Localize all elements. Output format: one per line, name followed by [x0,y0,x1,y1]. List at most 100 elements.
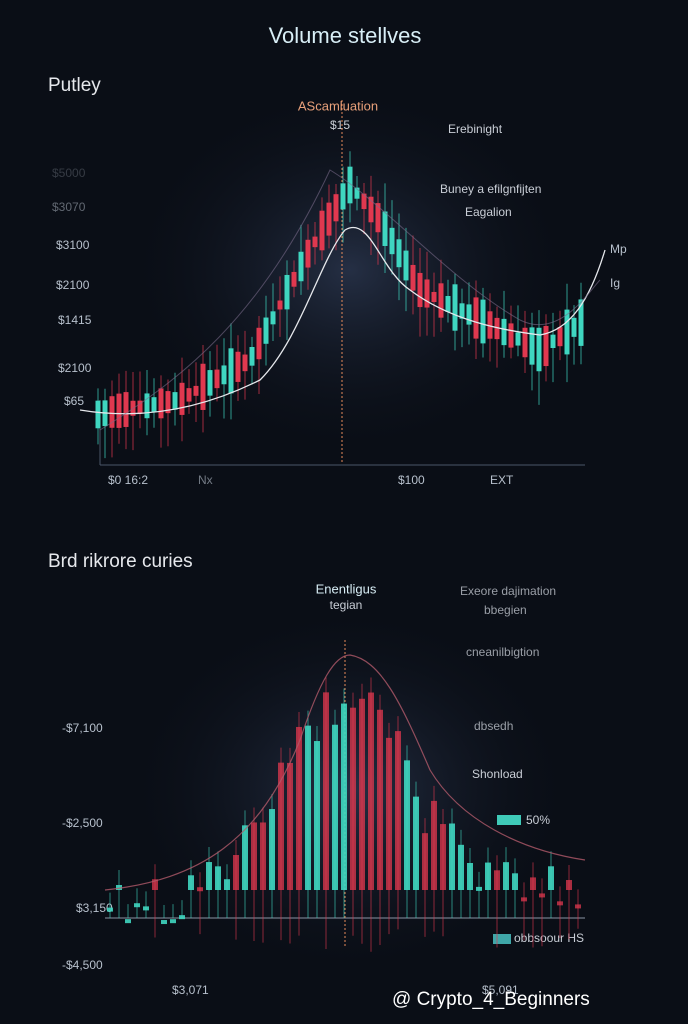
bar [197,887,203,892]
x-label: $3,071 [172,983,209,997]
bar [125,919,131,924]
bar [575,904,581,909]
candle-body [410,264,416,291]
y-label: -$7,100 [62,721,103,735]
candle-body [193,385,199,396]
bar [233,855,239,890]
side-label: Ig [610,276,620,290]
candle-body [158,388,164,419]
candle-body [179,382,185,415]
candle-body [221,365,227,385]
bar [179,915,185,920]
candle-body [319,210,325,251]
annotation: AScamluation [298,98,378,113]
y-label: $3,150 [76,901,113,915]
bar [152,879,158,890]
candle-body [508,323,514,348]
bar [422,833,428,890]
bar [350,707,356,890]
candle-body [109,396,115,428]
candle-body [298,251,304,282]
candle-body [277,300,283,310]
bar [449,823,455,890]
candle-body [501,318,507,346]
y-label: $1415 [58,313,92,327]
bar [521,897,527,902]
bar [467,863,473,890]
candle-body [354,187,360,199]
bar [323,692,329,890]
y-label: -$4,500 [62,958,103,972]
bar [170,919,176,924]
candle-body [284,274,290,310]
annotation: dbsedh [474,719,513,733]
trend-line [79,226,606,415]
candle-body [95,400,101,429]
bar [260,822,266,890]
annotation: Shonload [472,767,523,781]
bar [548,866,554,890]
trend-line [104,654,586,891]
bar [314,741,320,890]
y-label: $3070 [52,200,86,214]
annotation: cneanilbigtion [466,645,539,659]
bar [404,760,410,890]
candle-body [347,166,353,204]
candle-body [529,327,535,365]
candle-body [228,348,234,394]
bar [431,800,437,890]
bar [242,825,248,890]
candle-body [417,272,423,308]
candle-body [270,311,276,325]
candle-body [144,393,150,419]
panel-title: Putley [48,75,101,96]
bar [368,692,374,890]
bar [161,920,167,925]
bar [143,906,149,911]
bar [530,877,536,890]
annotation: 50% [526,813,550,827]
y-label: $5000 [52,166,86,180]
x-label: Nx [198,473,213,487]
bar [566,880,572,890]
annotation: Enentligus [316,581,377,596]
candle-body [235,351,241,382]
bar [503,862,509,890]
x-label: $100 [398,473,425,487]
candle-body [214,369,220,389]
x-label: $0 16:2 [108,473,148,487]
annotation: Buney a efilgnfijten [440,182,541,196]
bar [296,726,302,890]
candle-body [431,291,437,303]
trend-line [99,169,601,431]
annotation: Erebinight [448,122,503,136]
candle-body [438,283,444,318]
candle-body [312,236,318,248]
candle-body [571,317,577,337]
bar [305,725,311,890]
bar [476,886,482,891]
bar [386,737,392,890]
y-label: $2100 [58,361,92,375]
bar [485,862,491,890]
x-label: $5,091 [482,983,519,997]
candle-body [550,334,556,349]
candle-body [445,295,451,313]
y-label: $3100 [56,238,90,252]
candle-body [333,194,339,222]
candle-body [249,346,255,366]
candle-body [480,299,486,344]
candle-body [452,284,458,331]
watermark: @ Crypto_4_Beginners [392,989,590,1010]
candle-body [368,196,374,223]
candle-body [515,332,521,346]
annotation: $15 [330,118,350,132]
bar [458,844,464,890]
candle-body [256,327,262,360]
candle-body [207,370,213,396]
legend-swatch [497,815,521,825]
y-label: $65 [64,394,84,408]
candle-body [564,309,570,355]
candle-body [200,363,206,410]
